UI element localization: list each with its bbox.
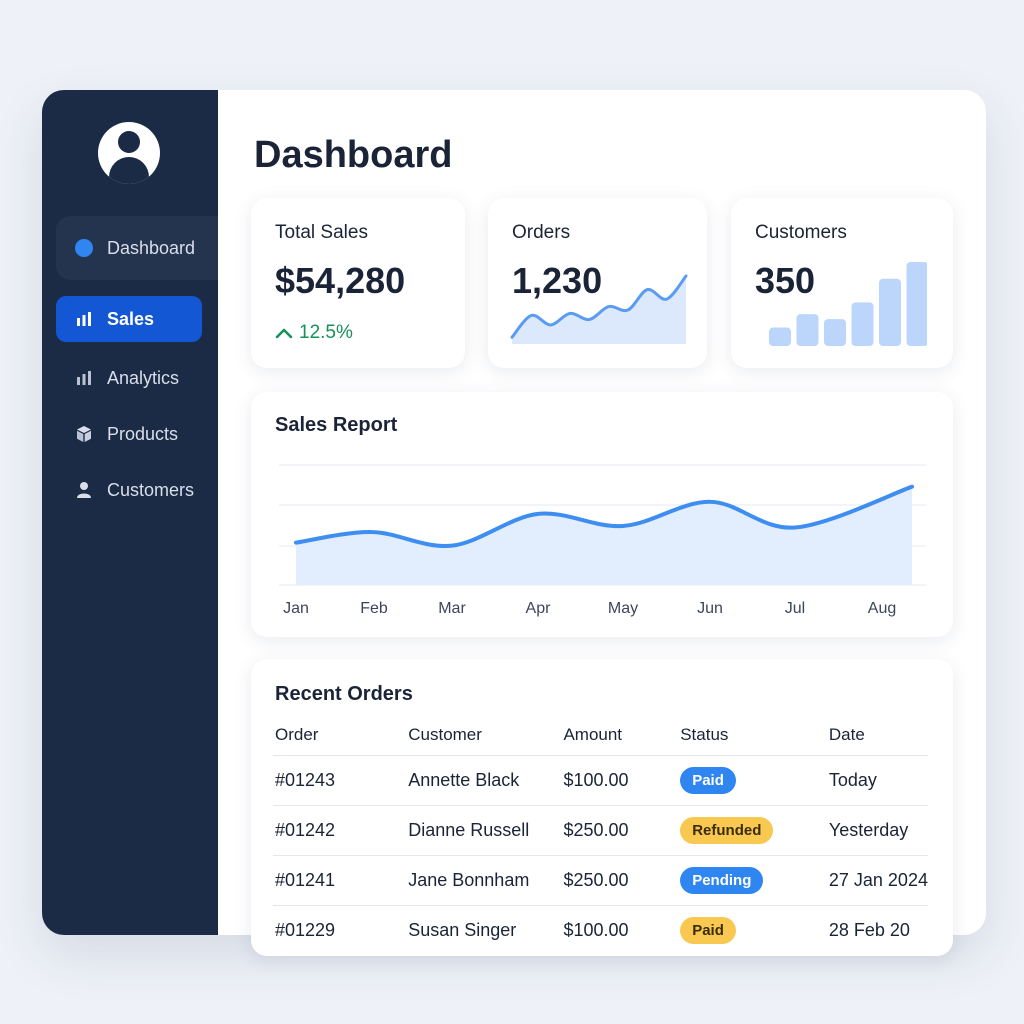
customers-card: Customers 350 [731, 198, 953, 368]
order-id: #01243 [273, 755, 407, 806]
bar-chart-icon [73, 367, 95, 389]
order-id: #01242 [273, 805, 407, 856]
sales-report-card: Sales Report Jan Feb Mar Apr May Jun Jul Aug [251, 392, 953, 637]
card-label: Orders [512, 222, 571, 243]
sidebar: Dashboard Sales Analytics Products Custo… [42, 90, 218, 935]
orders-card: Orders 1,230 [488, 198, 707, 368]
sidebar-item-products[interactable]: Products [56, 411, 178, 457]
x-tick-label: Jul [784, 600, 806, 617]
change-indicator: 12.5% [275, 322, 353, 344]
x-tick-label: Feb [360, 600, 388, 617]
table-row[interactable]: #01229 Susan Singer $100.00 Paid 28 Feb … [273, 905, 928, 955]
user-avatar-icon[interactable] [98, 122, 160, 184]
column-header-customer[interactable]: Customer [406, 715, 562, 756]
box-icon [73, 423, 95, 445]
recent-orders-title: Recent Orders [275, 683, 413, 705]
table-header-row: Order Customer Amount Status Date [273, 715, 928, 756]
x-tick-label: May [607, 600, 639, 617]
page-title: Dashboard [254, 134, 453, 176]
status-badge: Refunded [680, 816, 774, 844]
dot-icon [73, 237, 95, 259]
user-icon [73, 479, 95, 501]
status-badge: Paid [680, 766, 736, 794]
sidebar-item-label: Customers [107, 479, 195, 500]
order-amount: $250.00 [561, 805, 679, 856]
order-amount: $100.00 [563, 919, 629, 940]
customers-bar-chart [769, 262, 927, 346]
sidebar-item-label: Sales [107, 308, 155, 329]
sidebar-item-sales[interactable]: Sales [56, 296, 202, 342]
x-tick-label: Aug [867, 600, 897, 617]
column-header-date[interactable]: Date [826, 715, 928, 756]
x-tick-label: Jan [283, 600, 309, 617]
card-value: $54,280 [275, 260, 406, 301]
sidebar-item-dashboard[interactable]: Dashboard [56, 216, 218, 280]
column-header-status[interactable]: Status [678, 715, 827, 756]
sales-report-title: Sales Report [275, 414, 398, 436]
order-date: Today [826, 755, 928, 806]
table-row[interactable]: #01242 Dianne Russell $250.00 Refunded Y… [273, 805, 928, 856]
order-id: #01229 [275, 919, 336, 940]
mini-bar [796, 314, 819, 346]
chevron-up-icon [275, 328, 293, 339]
mini-bar [879, 278, 901, 346]
orders-table: Order Customer Amount Status Date #01243… [273, 715, 928, 955]
orders-sparkline [510, 274, 688, 344]
table-row[interactable]: #01243 Annette Black $100.00 Paid Today [273, 755, 928, 806]
card-label: Customers [755, 222, 847, 243]
card-value: 1,230 [512, 260, 603, 301]
order-amount: $100.00 [561, 755, 679, 806]
customer-name: Annette Black [406, 755, 562, 806]
card-value: 350 [755, 260, 816, 301]
sales-area [296, 486, 912, 585]
table-row[interactable]: #01241 Jane Bonnham $250.00 Pending 27 J… [273, 855, 928, 906]
order-date: 28 Feb 20 [828, 919, 910, 940]
sidebar-item-label: Dashboard [107, 237, 196, 258]
customer-name: Dianne Russell [406, 805, 562, 856]
customer-name: Jane Bonnham [406, 855, 562, 906]
recent-orders-card: Recent Orders Order Customer Amount Stat… [251, 659, 953, 956]
x-tick-label: Jun [697, 600, 723, 617]
mini-bar [824, 319, 846, 346]
sidebar-item-label: Analytics [107, 367, 180, 388]
customer-name: Susan Singer [408, 919, 517, 940]
sidebar-item-analytics[interactable]: Analytics [56, 355, 179, 401]
column-header-order[interactable]: Order [273, 715, 407, 756]
bar-chart-icon [73, 308, 95, 330]
order-date: Yesterday [826, 805, 928, 856]
sales-line-chart [279, 464, 926, 586]
sales-series-line [294, 484, 914, 549]
total-sales-card: Total Sales $54,280 12.5% [251, 198, 465, 368]
x-tick-label: Mar [438, 600, 466, 617]
order-amount: $250.00 [561, 855, 679, 906]
sparkline-area [512, 276, 686, 344]
mini-bar [851, 302, 874, 346]
card-label: Total Sales [275, 222, 368, 243]
order-date: 27 Jan 2024 [826, 855, 928, 906]
column-header-amount[interactable]: Amount [561, 715, 679, 756]
mini-bar [769, 327, 791, 346]
sparkline-line [510, 274, 688, 339]
status-badge: Pending [680, 866, 764, 894]
x-tick-label: Apr [525, 600, 551, 617]
sidebar-item-customers[interactable]: Customers [56, 467, 194, 513]
sidebar-item-label: Products [107, 423, 179, 444]
change-value: 12.5% [299, 322, 353, 343]
order-id: #01241 [273, 855, 407, 906]
status-badge: Paid [680, 916, 736, 944]
mini-bar [906, 262, 927, 346]
